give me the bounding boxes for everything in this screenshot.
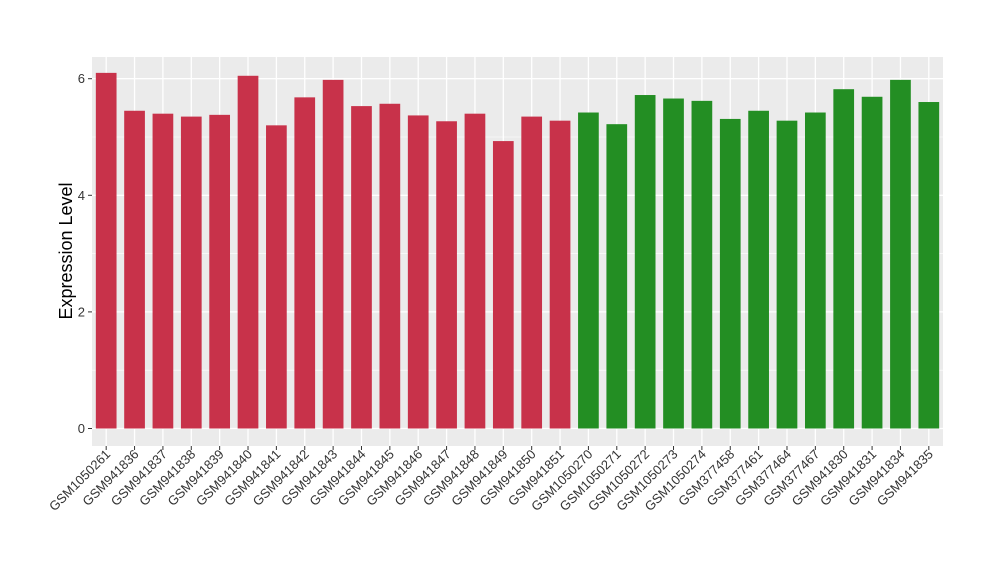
bar-GSM941840 [237,75,259,429]
bar-GSM941837 [152,113,174,429]
bar-GSM377467 [804,112,826,429]
bar-GSM941849 [492,141,514,429]
y-tick-label: 6 [78,71,85,86]
bar-GSM941831 [861,96,883,429]
bar-GSM377461 [748,110,769,429]
bar-GSM941834 [890,79,911,429]
bar-GSM941847 [436,121,457,429]
bar-GSM941848 [464,113,486,429]
bar-GSM941850 [521,116,543,429]
bar-GSM377464 [776,120,798,429]
bar-GSM1050273 [663,98,684,429]
bar-GSM941838 [180,116,202,429]
bar-GSM941830 [833,89,855,429]
bars [95,72,940,429]
plot-panel [92,57,943,446]
bar-GSM1050274 [691,100,713,429]
bar-GSM1050261 [95,72,117,429]
bar-GSM941841 [266,125,287,429]
bar-GSM941842 [294,97,316,429]
y-tick-label: 0 [78,421,85,436]
bar-GSM941845 [379,103,401,429]
bar-GSM1050272 [634,95,656,429]
bar-GSM941851 [549,120,571,429]
bar-GSM941844 [351,106,372,429]
bar-GSM377458 [719,118,741,429]
bar-GSM941846 [407,115,429,429]
y-axis-title: Expression Level [56,182,76,319]
bar-GSM941843 [322,79,344,429]
y-tick-label: 4 [78,188,85,203]
bar-GSM1050270 [578,112,599,429]
bar-GSM941835 [918,102,940,429]
bar-GSM941839 [209,114,231,429]
y-tick-label: 2 [78,304,85,319]
y-axis: 0 2 4 6 [78,71,92,436]
bar-GSM1050271 [606,124,628,429]
bar-GSM941836 [124,110,145,429]
x-axis: GSM1050261GSM941836GSM941837GSM941838GSM… [46,446,936,514]
